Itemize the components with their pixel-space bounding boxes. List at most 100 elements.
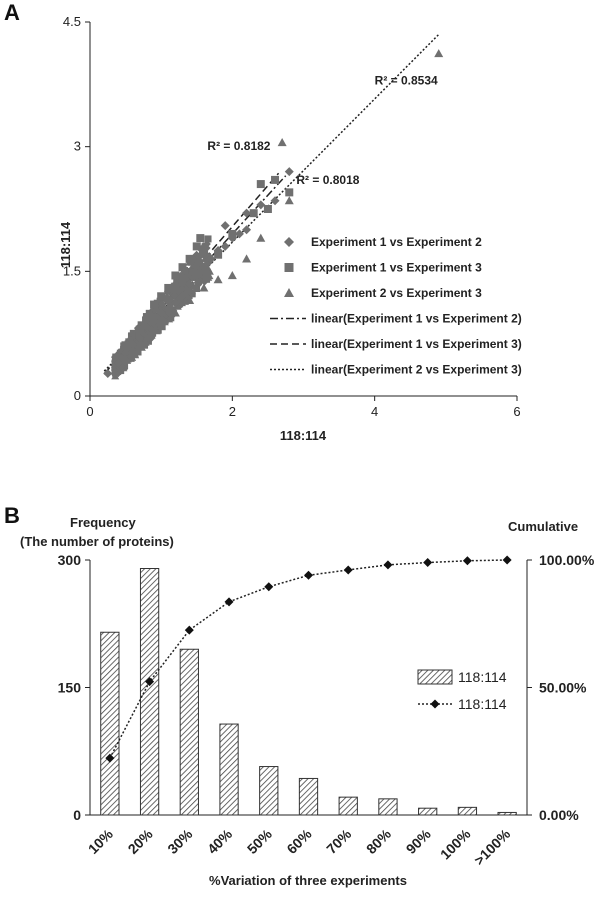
cluster-point xyxy=(202,272,210,280)
cluster-point xyxy=(204,235,212,243)
legend-line-label: 118:114 xyxy=(458,696,507,712)
cluster-point xyxy=(128,332,136,340)
cluster-point xyxy=(121,362,129,370)
legend-bar-swatch xyxy=(417,669,453,685)
data-point xyxy=(220,241,230,251)
data-point xyxy=(192,242,201,251)
cluster-point xyxy=(166,299,174,307)
cluster-point xyxy=(149,329,157,337)
data-point xyxy=(213,275,223,284)
cluster-point xyxy=(131,344,139,352)
y-tick-label: 0 xyxy=(74,388,81,403)
legend-label: linear(Experiment 1 vs Experiment 3) xyxy=(311,337,522,351)
data-point xyxy=(270,196,280,206)
cluster-point xyxy=(157,299,166,308)
data-point xyxy=(170,298,180,308)
panel-a-label: A xyxy=(4,0,20,25)
bar xyxy=(338,796,358,816)
data-point xyxy=(284,196,294,205)
bar xyxy=(100,631,120,816)
data-point xyxy=(199,283,209,292)
cluster-point xyxy=(166,314,175,322)
data-point xyxy=(178,291,188,301)
legend-marker xyxy=(284,288,294,297)
cumulative-point xyxy=(304,570,313,580)
data-point xyxy=(142,323,152,333)
cumulative-point xyxy=(423,558,433,568)
right-tick-label: 0.00% xyxy=(539,807,579,823)
cluster-point xyxy=(195,254,204,262)
legend-label: linear(Experiment 1 vs Experiment 2) xyxy=(311,312,522,326)
cluster-point xyxy=(118,354,126,362)
legend-label: Experiment 2 vs Experiment 3 xyxy=(311,286,482,300)
data-point xyxy=(192,270,202,280)
cumulative-point xyxy=(105,753,115,763)
data-point xyxy=(228,229,237,238)
bar xyxy=(139,568,160,816)
category-label: 10% xyxy=(85,825,117,857)
y-tick-label: 3 xyxy=(74,139,81,154)
data-point xyxy=(185,254,194,263)
cluster-point xyxy=(134,348,142,356)
x-tick-label: 4 xyxy=(371,404,378,419)
category-label: 60% xyxy=(283,825,315,857)
cluster-point xyxy=(170,285,178,293)
data-point xyxy=(142,313,151,322)
data-point xyxy=(249,209,258,218)
cumulative-point xyxy=(224,597,234,607)
bar xyxy=(418,807,438,816)
bar xyxy=(497,811,517,816)
data-point xyxy=(277,138,287,147)
category-label: 70% xyxy=(323,825,355,857)
left-tick-label: 300 xyxy=(58,552,82,568)
legend-marker xyxy=(284,263,294,272)
cluster-point xyxy=(178,279,186,287)
data-point xyxy=(185,295,195,305)
data-point xyxy=(242,254,252,263)
right-title: Cumulative xyxy=(508,519,578,534)
cluster-point xyxy=(191,258,199,266)
y-tick-label: 1.5 xyxy=(63,263,81,278)
data-point xyxy=(110,366,120,375)
data-point xyxy=(434,49,444,58)
category-label: 90% xyxy=(403,825,435,857)
cluster-point xyxy=(111,355,119,363)
data-point xyxy=(156,308,166,318)
cluster-point xyxy=(136,340,144,348)
cluster-point xyxy=(193,276,202,284)
cluster-point xyxy=(128,351,136,359)
data-point xyxy=(113,358,123,368)
cluster-point xyxy=(191,282,200,290)
cluster-point xyxy=(156,297,164,305)
cluster-point xyxy=(141,341,149,349)
data-point xyxy=(121,348,131,358)
cluster-point xyxy=(171,278,180,286)
cumulative-point xyxy=(502,555,512,565)
cumulative-point xyxy=(264,582,274,592)
scatter-legend: Experiment 1 vs Experiment 2 Experiment 1… xyxy=(270,235,522,377)
data-point xyxy=(149,316,159,326)
data-point xyxy=(170,308,180,317)
legend-line-marker xyxy=(430,699,440,709)
data-point xyxy=(242,225,252,235)
left-tick-label: 0 xyxy=(73,807,81,823)
data-point xyxy=(199,262,209,272)
right-tick-label: 100.00% xyxy=(539,552,595,568)
frequency-legend: 118:114 118:114 xyxy=(417,669,507,712)
data-point xyxy=(256,180,265,189)
data-point xyxy=(163,304,173,314)
cluster-point xyxy=(111,372,120,380)
legend-label: linear(Experiment 2 vs Experiment 3) xyxy=(311,363,522,377)
y-axis-label: 118:114 xyxy=(58,221,73,268)
category-label: >100% xyxy=(471,825,514,868)
data-point xyxy=(256,233,266,242)
cluster-point xyxy=(199,250,207,258)
cluster-point xyxy=(201,243,209,251)
data-point xyxy=(206,254,216,264)
data-point xyxy=(185,279,195,289)
data-point xyxy=(220,221,230,231)
data-point xyxy=(285,188,294,197)
bar xyxy=(378,798,398,816)
cumulative-point xyxy=(184,625,194,635)
